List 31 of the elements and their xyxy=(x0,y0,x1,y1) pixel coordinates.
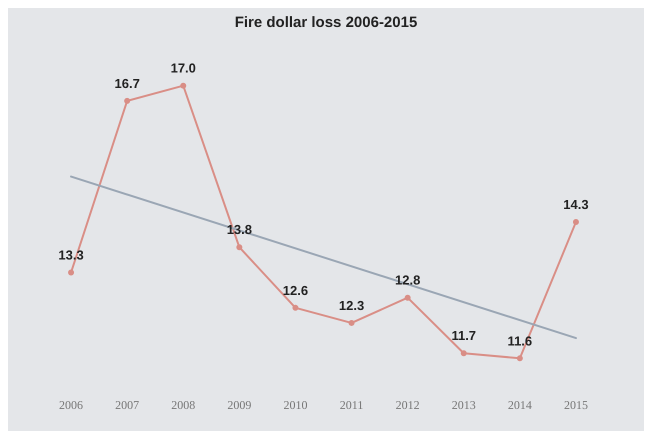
x-tick-label: 2014 xyxy=(508,398,532,412)
point xyxy=(460,350,467,356)
data-label: 16.7 xyxy=(114,76,140,91)
x-tick-label: 2013 xyxy=(452,398,476,412)
x-tick-label: 2011 xyxy=(340,398,364,412)
data-label: 12.8 xyxy=(394,272,420,288)
point xyxy=(68,269,74,276)
x-tick-label: 2006 xyxy=(59,398,84,412)
x-tick-label: 2009 xyxy=(227,398,252,412)
point xyxy=(180,82,186,89)
data-label: 13.3 xyxy=(58,247,84,262)
data-label: 11.6 xyxy=(508,333,532,348)
point xyxy=(236,244,242,250)
data-label: 11.7 xyxy=(451,328,476,344)
x-tick-label: 2010 xyxy=(283,398,308,412)
data-label: 14.3 xyxy=(563,197,589,212)
point xyxy=(348,320,355,326)
point xyxy=(124,98,130,104)
point xyxy=(572,219,579,225)
data-label: 12.3 xyxy=(338,298,364,313)
point xyxy=(516,355,523,362)
data-label: 12.6 xyxy=(282,282,308,298)
chart-title: Fire dollar loss 2006-2015 xyxy=(234,14,418,31)
x-tick-label: 2007 xyxy=(115,398,140,412)
point xyxy=(404,294,411,301)
data-label: 17.0 xyxy=(170,60,196,76)
x-tick-label: 2008 xyxy=(171,398,196,412)
x-tick-label: 2012 xyxy=(396,398,420,412)
x-tick-label: 2015 xyxy=(564,398,588,412)
data-label: 13.8 xyxy=(226,222,252,238)
point xyxy=(292,304,298,311)
